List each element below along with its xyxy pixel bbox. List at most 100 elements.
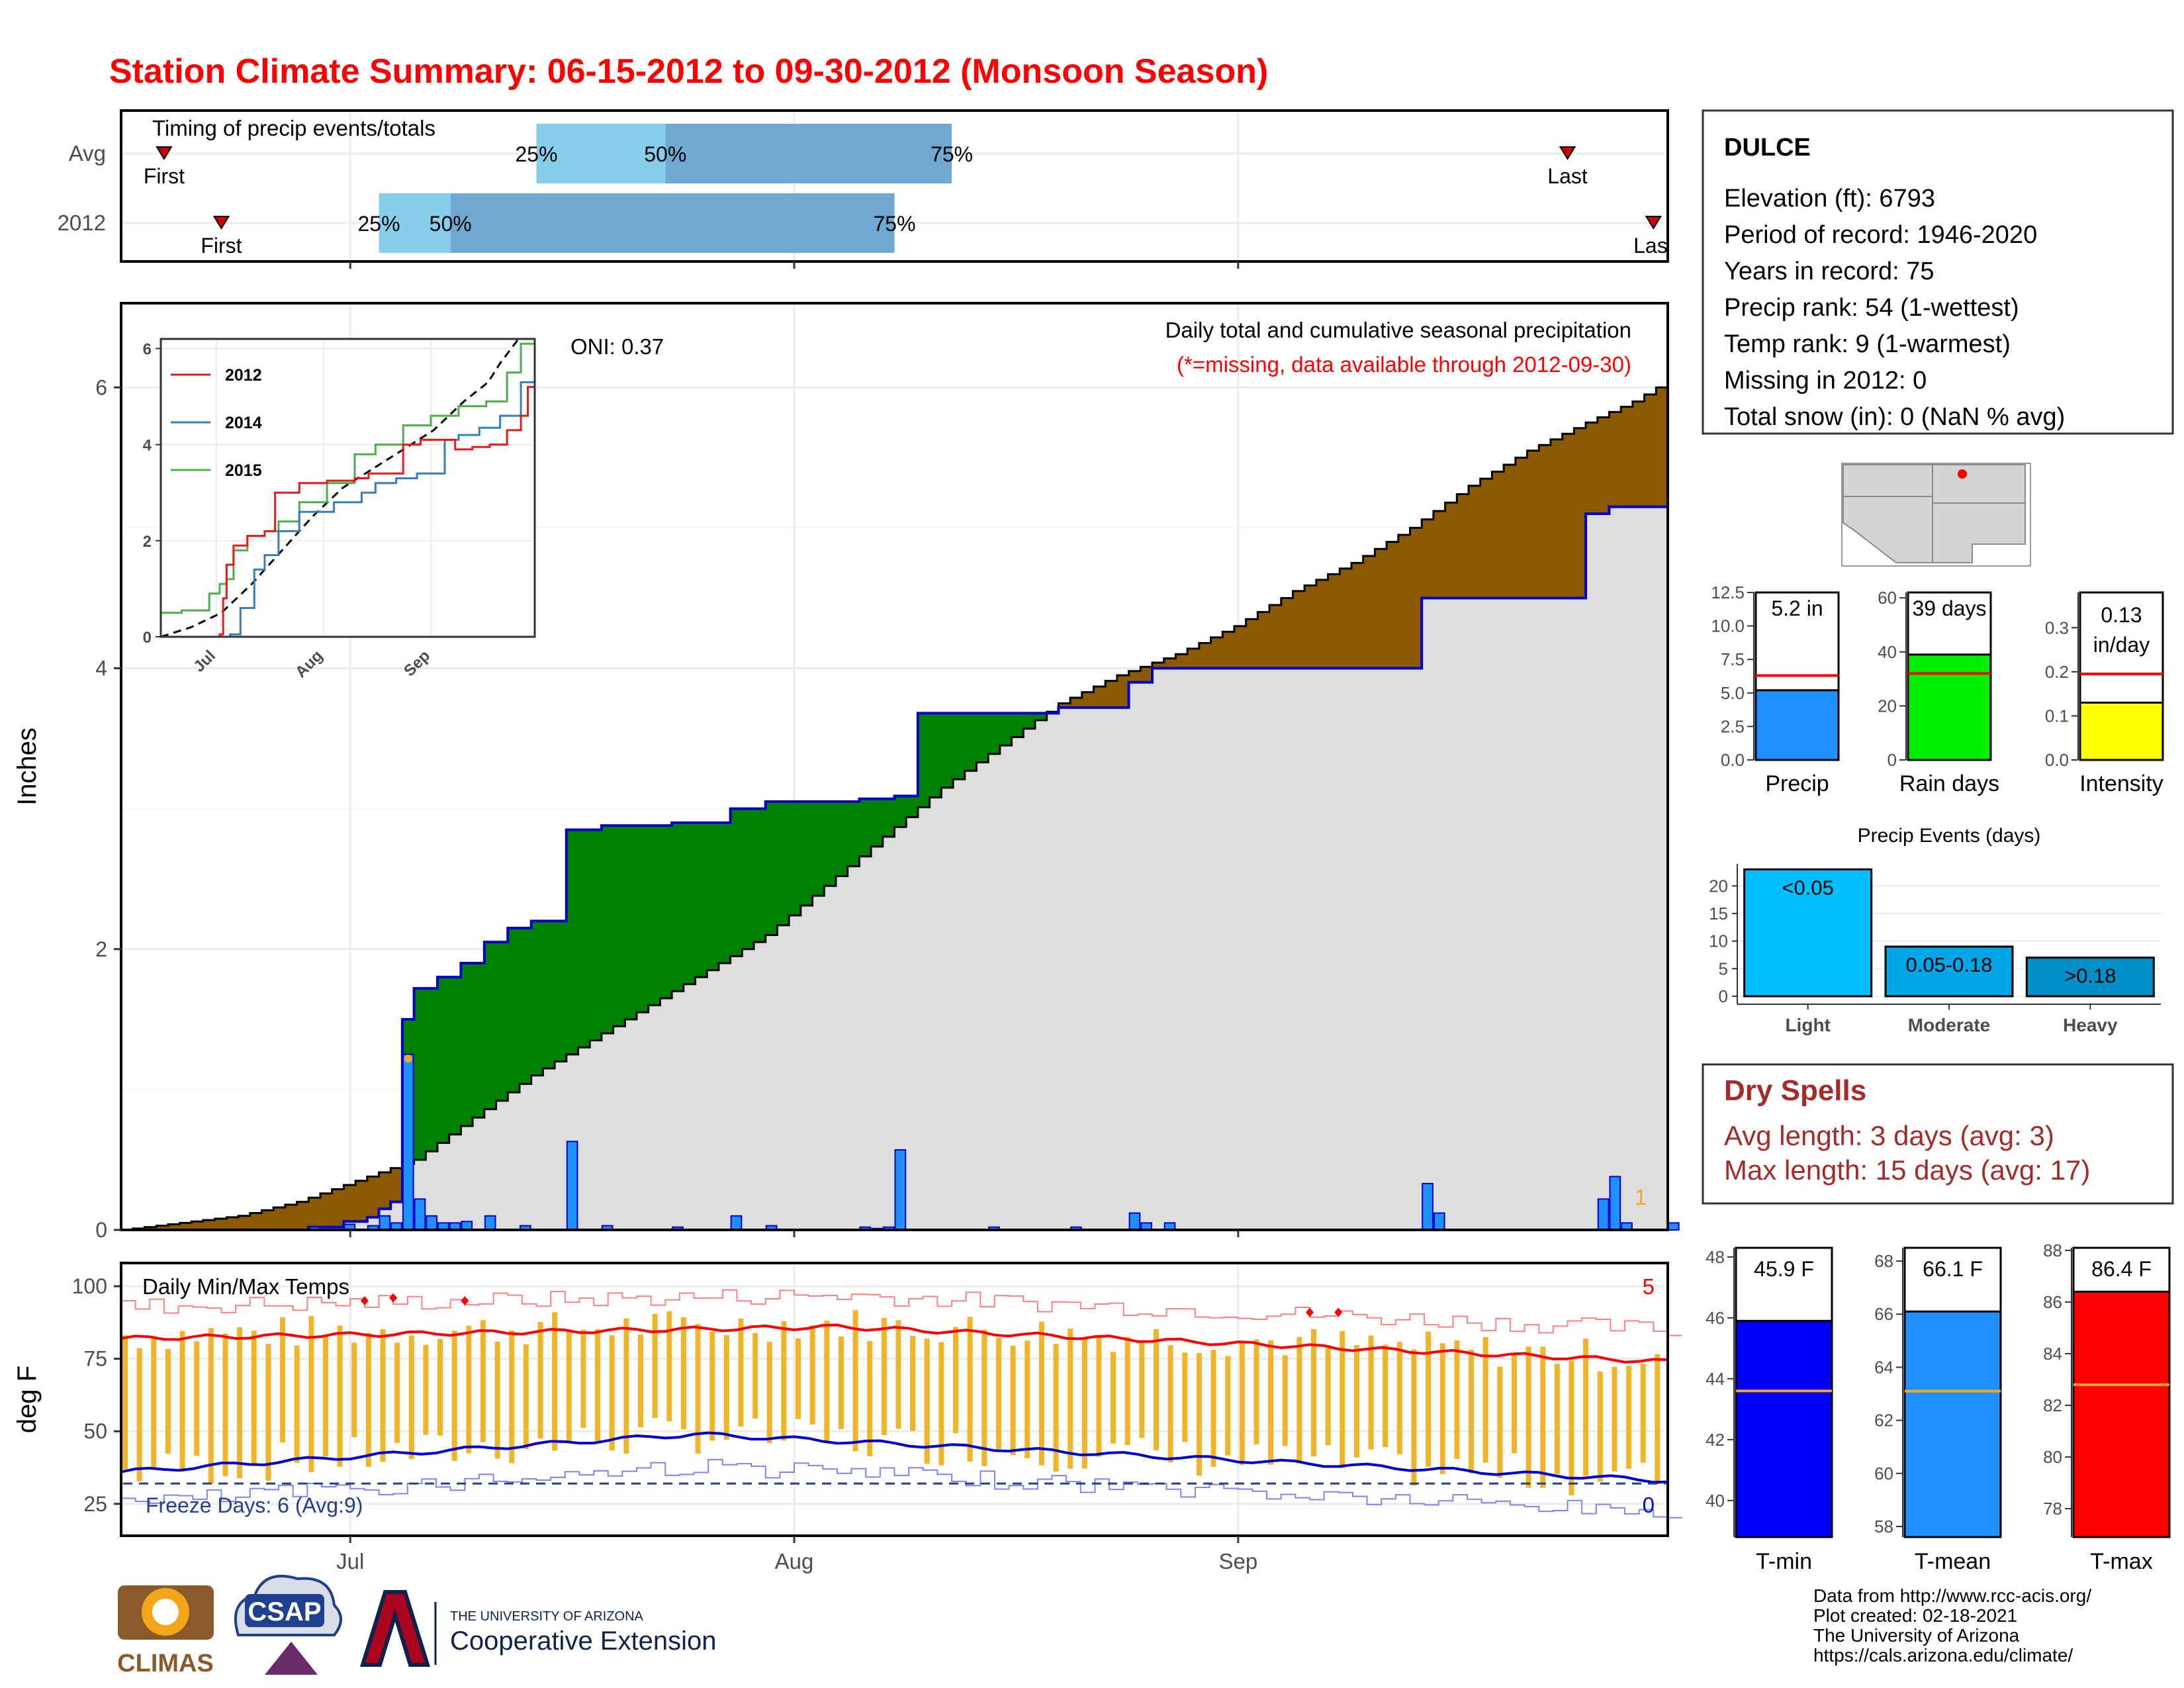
missing-note: (*=missing, data available through 2012-…	[1177, 352, 1631, 377]
below-average-area	[1469, 485, 1481, 598]
station-info-line: Total snow (in): 0 (NaN % avg)	[1724, 403, 2065, 431]
above-average-area	[531, 921, 543, 1076]
credit-line: https://cals.arizona.edu/climate/	[1813, 1645, 2073, 1665]
station-info-line: Elevation (ft): 6793	[1724, 185, 1935, 212]
daily-temp-bar	[208, 1328, 214, 1484]
below-average-area	[332, 1189, 344, 1227]
daily-temp-bar	[1612, 1366, 1617, 1472]
above-average-area	[941, 713, 954, 788]
daily-temp-bar	[423, 1344, 429, 1435]
above-average-area	[566, 829, 578, 1055]
daily-temp-bar	[967, 1317, 973, 1462]
precip-panel: 0 2 4 6 Inches ONI: 0.37 Daily total and cu…	[13, 302, 1680, 1242]
station-info-line: Temp rank: 9 (1-warmest)	[1724, 330, 2011, 358]
above-average-area	[613, 825, 625, 1027]
above-average-area	[590, 829, 602, 1041]
above-average-area	[742, 808, 754, 949]
first-marker-avg	[156, 146, 173, 160]
daily-temp-bar	[1511, 1352, 1517, 1454]
record-min-line	[121, 1458, 1682, 1519]
daily-precip-bar	[730, 1215, 743, 1231]
temp-summary-label: T-max	[2090, 1549, 2152, 1574]
daily-temp-bar	[1196, 1352, 1202, 1476]
below-average-area	[261, 1210, 274, 1230]
daily-precip-bar	[1422, 1183, 1433, 1231]
timing-row-avg-label: Avg	[69, 141, 106, 165]
below-average-area	[1093, 686, 1106, 708]
daily-temp-bar	[1340, 1331, 1345, 1469]
above-average-area	[777, 802, 790, 925]
temp-summary-ytick-label: 78	[2043, 1499, 2062, 1519]
above-average-area	[1034, 713, 1048, 720]
below-average-area	[238, 1215, 251, 1230]
daily-temp-bar	[1167, 1345, 1173, 1463]
daily-temp-bar	[1111, 1352, 1116, 1444]
below-average-area	[1328, 574, 1340, 669]
below-average-area	[320, 1193, 333, 1227]
above-average-area	[508, 927, 520, 1093]
above-average-area	[578, 829, 590, 1048]
summary-bar-rain-days	[1907, 653, 1992, 761]
daily-temp-bar	[1411, 1349, 1417, 1486]
station-info-line: Missing in 2012: 0	[1724, 367, 1927, 395]
below-average-area	[1632, 401, 1645, 507]
first-label-2012: First	[201, 234, 242, 258]
timing-pct-label: 25%	[516, 142, 558, 166]
ua-logo: THE UNIVERSITY OF ARIZONA Cooperative Ex…	[359, 1590, 716, 1667]
above-average-area	[555, 921, 567, 1062]
daily-temp-bar	[666, 1311, 672, 1422]
inset-series-2014	[161, 348, 536, 638]
below-average-area	[191, 1221, 204, 1230]
daily-temp-bar	[738, 1318, 744, 1427]
daily-temp-bar	[1225, 1356, 1231, 1456]
inset-frame	[159, 338, 536, 638]
record-marker	[389, 1293, 398, 1303]
above-average-area	[695, 822, 707, 978]
daily-temp-bar	[194, 1341, 200, 1456]
inset-legend-label: 2015	[225, 461, 262, 480]
daily-precip-bar	[566, 1141, 578, 1231]
daily-temp-bar	[1569, 1360, 1574, 1495]
events-ytick-label: 10	[1709, 931, 1728, 951]
temp-ytick-label: 100	[72, 1274, 107, 1298]
below-average-area	[390, 1168, 403, 1202]
timing-pct-label: 75%	[873, 212, 915, 236]
daily-temp-bar	[595, 1329, 601, 1444]
daily-temp-bar	[1482, 1336, 1488, 1463]
below-average-area	[296, 1201, 309, 1230]
below-average-area	[1293, 590, 1305, 669]
summary-ytick-label: 0	[1888, 750, 1897, 770]
daily-temp-bar	[537, 1322, 543, 1439]
daily-temp-bar	[494, 1341, 500, 1459]
max-daily-marker	[404, 1055, 412, 1063]
above-average-area	[835, 802, 848, 876]
below-average-area	[1070, 698, 1083, 708]
daily-temp-bar	[179, 1331, 185, 1472]
daily-temp-bar	[809, 1325, 815, 1425]
below-average-area	[1222, 632, 1235, 669]
temp-summary-ytick-label: 80	[2043, 1447, 2062, 1467]
below-average-area	[1539, 445, 1551, 598]
daily-temp-bar	[1210, 1350, 1216, 1467]
daily-temp-bar	[552, 1312, 558, 1451]
above-average-area	[730, 808, 743, 957]
below-average-area	[1363, 555, 1375, 669]
daily-temp-bar	[1454, 1340, 1460, 1459]
dry-spells-avg: Avg length: 3 days (avg: 3)	[1724, 1120, 2054, 1151]
xtick-label: Aug	[775, 1549, 814, 1573]
daily-temp-bar	[1239, 1342, 1245, 1466]
page-title: Station Climate Summary: 06-15-2012 to 0…	[109, 52, 1268, 91]
temp-summary-value: 86.4 F	[2091, 1257, 2152, 1281]
inset-legend-label: 2014	[225, 414, 262, 432]
daily-temp-bar	[995, 1337, 1001, 1449]
daily-temp-bar	[294, 1345, 300, 1463]
above-average-area	[461, 962, 473, 1127]
above-average-area	[800, 802, 813, 906]
daily-temp-bar	[1640, 1364, 1646, 1463]
below-average-area	[144, 1227, 157, 1230]
summary-ytick-label: 0.1	[2045, 706, 2069, 726]
above-average-area	[906, 796, 919, 818]
summary-value: 5.2 in	[1771, 596, 1823, 620]
